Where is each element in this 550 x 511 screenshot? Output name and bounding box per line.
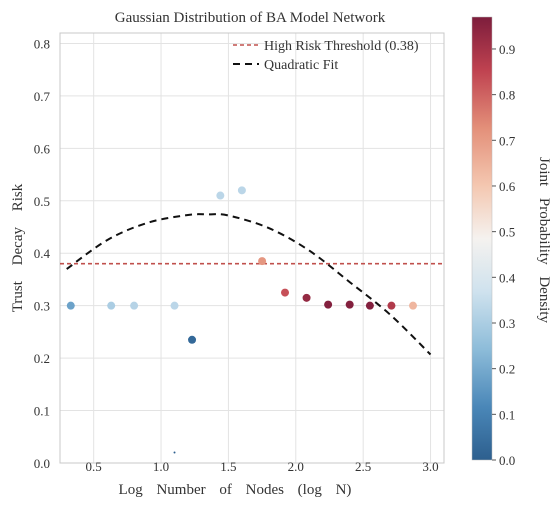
data-point: [302, 293, 311, 302]
data-point: [237, 186, 246, 195]
x-tick-labels: 0.5 1.0 1.5 2.0 2.5 3.0: [86, 459, 439, 474]
y-tick-label: 0.2: [34, 351, 50, 366]
y-tick-label: 0.3: [34, 299, 50, 314]
data-point: [173, 451, 176, 454]
y-axis-label: Trust Decay Risk: [10, 183, 26, 312]
x-tick-label: 2.5: [355, 459, 371, 474]
data-point: [324, 300, 333, 309]
data-point: [387, 301, 396, 310]
data-point: [258, 257, 267, 266]
colorbar-tick-label: 0.7: [499, 133, 516, 148]
x-tick-label: 1.5: [220, 459, 236, 474]
colorbar: [471, 16, 493, 461]
legend-fit-label: Quadratic Fit: [264, 58, 338, 73]
colorbar-label: Joint Probability Density: [536, 157, 550, 324]
x-tick-label: 0.5: [86, 459, 102, 474]
scatter-points: [66, 186, 418, 454]
chart-title: Gaussian Distribution of BA Model Networ…: [115, 10, 386, 26]
data-point: [409, 301, 418, 310]
colorbar-tick-label: 0.0: [499, 453, 515, 468]
y-tick-label: 0.6: [34, 141, 51, 156]
data-point: [345, 300, 354, 309]
colorbar-tick-label: 0.8: [499, 88, 515, 103]
y-tick-label: 0.0: [34, 456, 50, 471]
quadratic-fit-line: [66, 213, 432, 356]
colorbar-tick-label: 0.4: [499, 270, 516, 285]
data-point: [130, 301, 139, 310]
plot-frame: [59, 32, 445, 464]
y-tick-label: 0.8: [34, 36, 50, 51]
x-axis-label: Log Number of Nodes (log N): [119, 482, 352, 498]
y-tick-label: 0.7: [34, 89, 51, 104]
colorbar-tick-label: 0.1: [499, 407, 515, 422]
data-point: [365, 301, 374, 310]
colorbar-tick-labels: 0.0 0.1 0.2 0.3 0.4 0.5 0.6 0.7 0.8 0.9: [492, 42, 516, 468]
colorbar-tick-label: 0.9: [499, 42, 515, 57]
y-tick-label: 0.5: [34, 194, 50, 209]
y-tick-label: 0.4: [34, 246, 51, 261]
x-tick-label: 2.0: [288, 459, 304, 474]
data-point: [216, 191, 225, 200]
x-tick-label: 1.0: [153, 459, 169, 474]
colorbar-tick-label: 0.5: [499, 225, 515, 240]
colorbar-tick-label: 0.6: [499, 179, 516, 194]
legend-threshold-label: High Risk Threshold (0.38): [264, 39, 419, 54]
data-point: [188, 335, 197, 344]
colorbar-tick-label: 0.3: [499, 316, 515, 331]
data-point: [107, 301, 116, 310]
legend: High Risk Threshold (0.38) Quadratic Fit: [233, 39, 419, 73]
data-point: [170, 301, 179, 310]
data-point: [281, 288, 290, 297]
colorbar-tick-label: 0.2: [499, 362, 515, 377]
y-tick-labels: 0.0 0.1 0.2 0.3 0.4 0.5 0.6 0.7 0.8: [34, 36, 51, 471]
y-tick-label: 0.1: [34, 404, 50, 419]
data-point: [66, 301, 75, 310]
grid-lines: [60, 33, 444, 464]
x-tick-label: 3.0: [422, 459, 438, 474]
